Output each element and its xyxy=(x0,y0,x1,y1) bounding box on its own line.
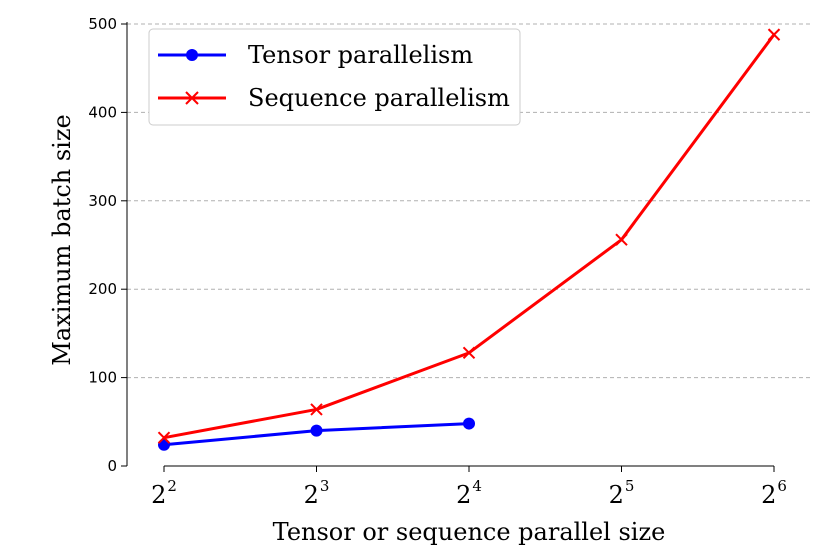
legend-marker-tensor xyxy=(186,49,198,61)
data-point-1-4 xyxy=(767,28,781,41)
x-tick-label: 24 xyxy=(456,477,482,509)
data-point-1-1 xyxy=(310,403,323,416)
axes xyxy=(121,22,775,472)
y-tick-label: 100 xyxy=(88,369,117,387)
data-point-1-0 xyxy=(157,431,171,444)
x-tick-label: 25 xyxy=(609,477,635,509)
x-tick-label: 26 xyxy=(761,477,787,509)
y-tick-label: 200 xyxy=(88,280,117,298)
legend-label-sequence: Sequence parallelism xyxy=(248,84,510,112)
data-point-0-1 xyxy=(310,424,323,437)
legend-marker-sequence xyxy=(185,91,199,105)
data-point-1-3 xyxy=(615,233,628,246)
x-tick-label: 22 xyxy=(151,477,177,509)
series-group xyxy=(157,28,781,451)
y-tick-label: 0 xyxy=(107,457,117,475)
y-tick-label: 500 xyxy=(88,15,117,33)
x-tick-labels: 22 23 24 25 26 xyxy=(151,477,787,509)
legend-box xyxy=(148,28,521,126)
data-point-0-2 xyxy=(463,417,475,430)
legend: Tensor parallelism Sequence parallelism xyxy=(148,28,521,126)
x-tick-label: 23 xyxy=(304,477,330,509)
y-tick-label: 300 xyxy=(88,192,117,210)
y-tick-label: 400 xyxy=(88,103,117,121)
y-tick-labels: 0 100 200 300 400 500 xyxy=(88,15,117,475)
y-axis-label: Maximum batch size xyxy=(48,114,76,365)
legend-label-tensor: Tensor parallelism xyxy=(248,41,473,69)
data-point-1-2 xyxy=(462,346,476,360)
x-axis-label: Tensor or sequence parallel size xyxy=(273,518,666,546)
